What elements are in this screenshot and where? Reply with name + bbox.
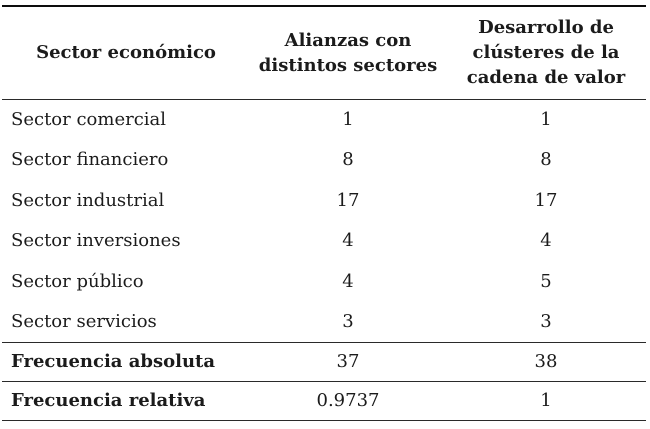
- header-line: distintos sectores: [258, 54, 438, 76]
- clusteres-value: 4: [540, 230, 552, 252]
- alianzas-total: 37: [336, 351, 360, 372]
- header-line: clústeres de la: [472, 42, 620, 64]
- clusteres-value: 8: [540, 149, 552, 171]
- alianzas-value: 1: [342, 109, 354, 130]
- row-label: Sector público: [11, 270, 144, 292]
- clusteres-value: 17: [534, 189, 558, 211]
- row-label: Sector industrial: [11, 189, 165, 211]
- column-header-alianzas: Alianzas con distintos sectores: [250, 6, 446, 99]
- alianzas-value: 17: [336, 189, 360, 211]
- summary-row-frecuencia-absoluta: Frecuencia absoluta 37 38: [2, 342, 646, 381]
- clusteres-value: 3: [540, 311, 552, 332]
- header-line: cadena de valor: [466, 67, 626, 89]
- alianzas-value: 4: [342, 270, 354, 292]
- table-row: Sector público 4 5: [2, 261, 646, 302]
- row-label: Sector inversiones: [11, 230, 181, 252]
- header-row: Sector económico Alianzas con distintos …: [2, 6, 646, 99]
- table-row: Sector inversiones 4 4: [2, 221, 646, 262]
- table-row: Sector financiero 8 8: [2, 140, 646, 181]
- header-line: Desarrollo de: [478, 17, 614, 39]
- row-label: Sector comercial: [11, 109, 167, 130]
- clusteres-total: 38: [534, 351, 558, 372]
- table-row: Sector servicios 3 3: [2, 302, 646, 343]
- summary-label: Frecuencia absoluta: [11, 351, 216, 372]
- alianzas-value: 8: [342, 149, 354, 171]
- alianzas-value: 3: [342, 311, 354, 332]
- frequency-table: Sector económico Alianzas con distintos …: [2, 5, 646, 421]
- column-header-clusteres: Desarrollo de clústeres de la cadena de …: [446, 6, 646, 99]
- clusteres-value: 5: [540, 270, 552, 292]
- table-row: Sector industrial 17 17: [2, 180, 646, 221]
- alianzas-value: 4: [342, 230, 354, 252]
- header-line: Alianzas con: [284, 29, 412, 51]
- table-row: Sector comercial 1 1: [2, 99, 646, 140]
- summary-label: Frecuencia relativa: [11, 390, 206, 411]
- clusteres-relative: 1: [540, 390, 552, 411]
- row-label: Sector financiero: [11, 149, 169, 171]
- summary-row-frecuencia-relativa: Frecuencia relativa 0.9737 1: [2, 381, 646, 420]
- alianzas-relative: 0.9737: [316, 390, 380, 411]
- column-header-sector-economico: Sector económico: [36, 42, 216, 64]
- clusteres-value: 1: [540, 109, 552, 130]
- row-label: Sector servicios: [11, 311, 157, 332]
